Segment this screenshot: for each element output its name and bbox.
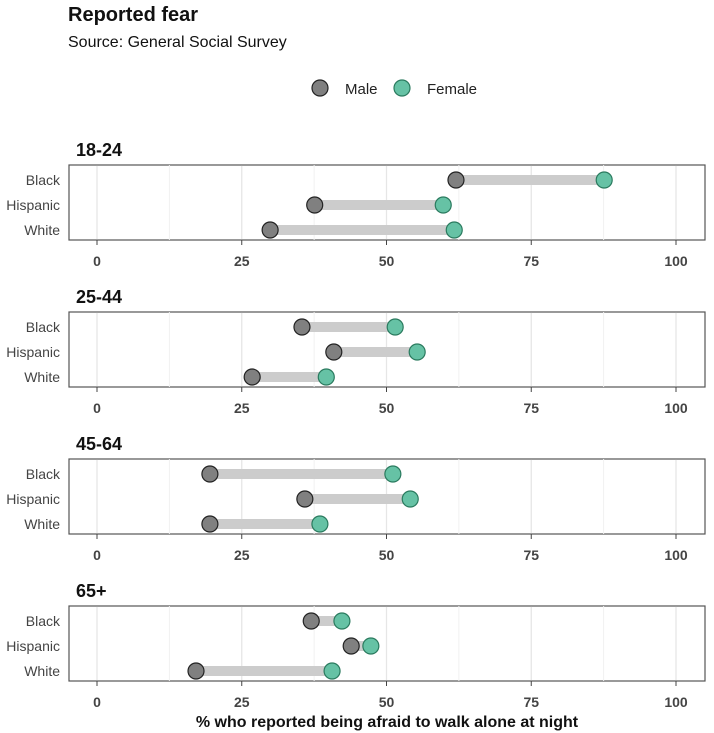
- x-tick-label: 25: [234, 253, 250, 269]
- x-tick-label: 0: [93, 694, 101, 710]
- x-tick-label: 0: [93, 253, 101, 269]
- panel-title: 18-24: [76, 140, 122, 160]
- legend-male-marker: [311, 79, 329, 97]
- male-point: [261, 221, 279, 239]
- y-tick-label: Black: [26, 613, 61, 629]
- female-point: [445, 221, 463, 239]
- male-point: [201, 515, 219, 533]
- x-tick-label: 0: [93, 400, 101, 416]
- y-tick-label: Black: [26, 172, 61, 188]
- x-tick-label: 50: [379, 253, 395, 269]
- panel-title: 45-64: [76, 434, 122, 454]
- y-tick-label: White: [24, 369, 60, 385]
- y-tick-label: Hispanic: [6, 197, 60, 213]
- chart-title: Reported fear: [68, 4, 199, 26]
- male-point: [187, 662, 205, 680]
- x-tick-label: 25: [234, 400, 250, 416]
- panel-title: 25-44: [76, 287, 122, 307]
- female-point: [384, 465, 402, 483]
- female-point: [317, 368, 335, 386]
- female-point: [408, 343, 426, 361]
- female-point: [311, 515, 329, 533]
- male-point: [296, 490, 314, 508]
- male-point: [306, 196, 324, 214]
- x-axis-label: % who reported being afraid to walk alon…: [196, 714, 579, 731]
- x-tick-label: 0: [93, 547, 101, 563]
- x-tick-label: 50: [379, 547, 395, 563]
- female-point: [386, 318, 404, 336]
- female-point: [401, 490, 419, 508]
- x-tick-label: 100: [664, 400, 688, 416]
- x-tick-label: 25: [234, 547, 250, 563]
- y-tick-label: Hispanic: [6, 638, 60, 654]
- male-point: [293, 318, 311, 336]
- y-tick-label: White: [24, 663, 60, 679]
- x-tick-label: 100: [664, 547, 688, 563]
- y-tick-label: Hispanic: [6, 344, 60, 360]
- panel-title: 65+: [76, 581, 107, 601]
- x-tick-label: 50: [379, 400, 395, 416]
- x-tick-label: 100: [664, 253, 688, 269]
- y-tick-label: Hispanic: [6, 491, 60, 507]
- chart-subtitle: Source: General Social Survey: [68, 34, 287, 51]
- female-point: [362, 637, 380, 655]
- y-tick-label: Black: [26, 466, 61, 482]
- x-tick-label: 75: [523, 400, 539, 416]
- male-point: [302, 612, 320, 630]
- female-point: [595, 171, 613, 189]
- male-point: [201, 465, 219, 483]
- x-tick-label: 100: [664, 694, 688, 710]
- male-point: [342, 637, 360, 655]
- x-tick-label: 25: [234, 694, 250, 710]
- female-point: [323, 662, 341, 680]
- x-tick-label: 50: [379, 694, 395, 710]
- y-tick-label: Black: [26, 319, 61, 335]
- female-point: [333, 612, 351, 630]
- male-point: [447, 171, 465, 189]
- legend-female-label: Female: [427, 81, 477, 98]
- y-tick-label: White: [24, 516, 60, 532]
- male-point: [243, 368, 261, 386]
- male-point: [325, 343, 343, 361]
- x-tick-label: 75: [523, 253, 539, 269]
- y-tick-label: White: [24, 222, 60, 238]
- legend-male-label: Male: [345, 81, 378, 98]
- x-tick-label: 75: [523, 694, 539, 710]
- legend-female-marker: [393, 79, 411, 97]
- female-point: [434, 196, 452, 214]
- x-tick-label: 75: [523, 547, 539, 563]
